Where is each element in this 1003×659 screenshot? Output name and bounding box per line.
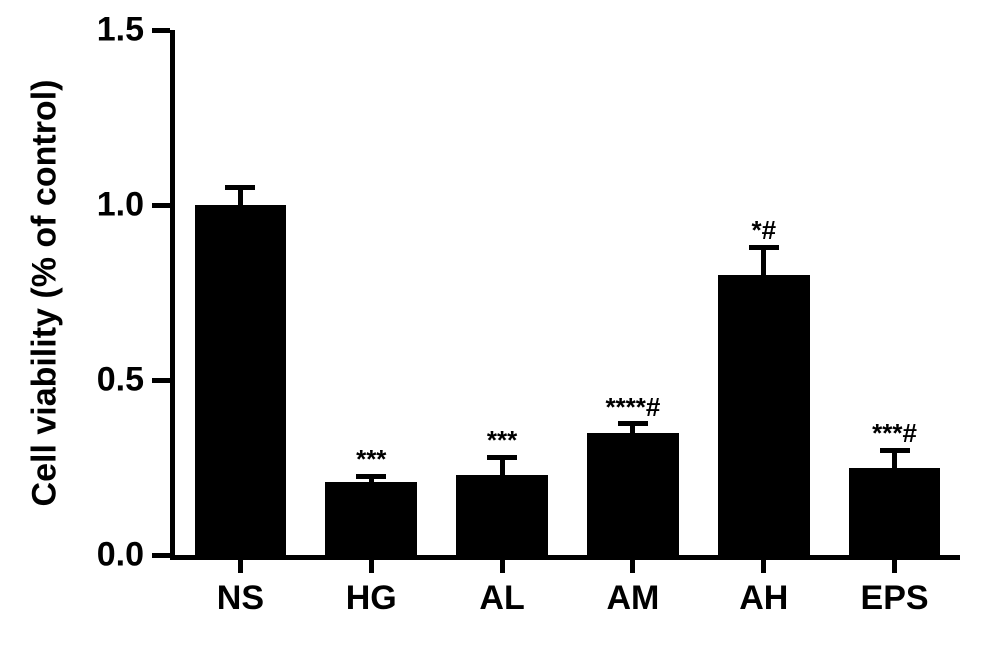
x-tick-label: HG xyxy=(346,579,397,618)
significance-label: ****# xyxy=(605,392,660,423)
x-tick-label: AM xyxy=(606,579,659,618)
y-tick-label: 0.0 xyxy=(97,536,144,575)
significance-label: ***# xyxy=(872,418,917,449)
error-bar xyxy=(238,188,243,206)
bar xyxy=(718,275,810,555)
y-tick-label: 0.5 xyxy=(97,361,144,400)
y-tick-label: 1.0 xyxy=(97,186,144,225)
y-tick-label: 1.5 xyxy=(97,11,144,50)
x-tick-label: NS xyxy=(217,579,264,618)
significance-label: *# xyxy=(751,215,776,246)
bar xyxy=(195,205,287,555)
x-tick xyxy=(761,555,766,573)
significance-label: *** xyxy=(356,444,386,475)
significance-label: *** xyxy=(487,425,517,456)
bar xyxy=(849,468,941,556)
x-tick-label: AH xyxy=(739,579,788,618)
y-tick xyxy=(152,378,170,383)
x-tick xyxy=(500,555,505,573)
bar xyxy=(587,433,679,556)
x-tick xyxy=(238,555,243,573)
x-tick xyxy=(892,555,897,573)
error-cap xyxy=(225,185,255,190)
x-tick-label: AL xyxy=(479,579,524,618)
x-tick-label: EPS xyxy=(861,579,929,618)
bar xyxy=(325,482,417,556)
x-tick xyxy=(369,555,374,573)
error-bar xyxy=(892,450,897,468)
plot-area xyxy=(170,30,960,560)
error-bar xyxy=(761,247,766,275)
y-tick xyxy=(152,28,170,33)
error-bar xyxy=(500,457,505,475)
y-tick xyxy=(152,553,170,558)
x-tick xyxy=(630,555,635,573)
chart-container: Cell viability (% of control) 0.0 0.5 1.0 1… xyxy=(0,0,1003,659)
y-axis-label: Cell viability (% of control) xyxy=(26,79,65,506)
bar xyxy=(456,475,548,556)
y-tick xyxy=(152,203,170,208)
